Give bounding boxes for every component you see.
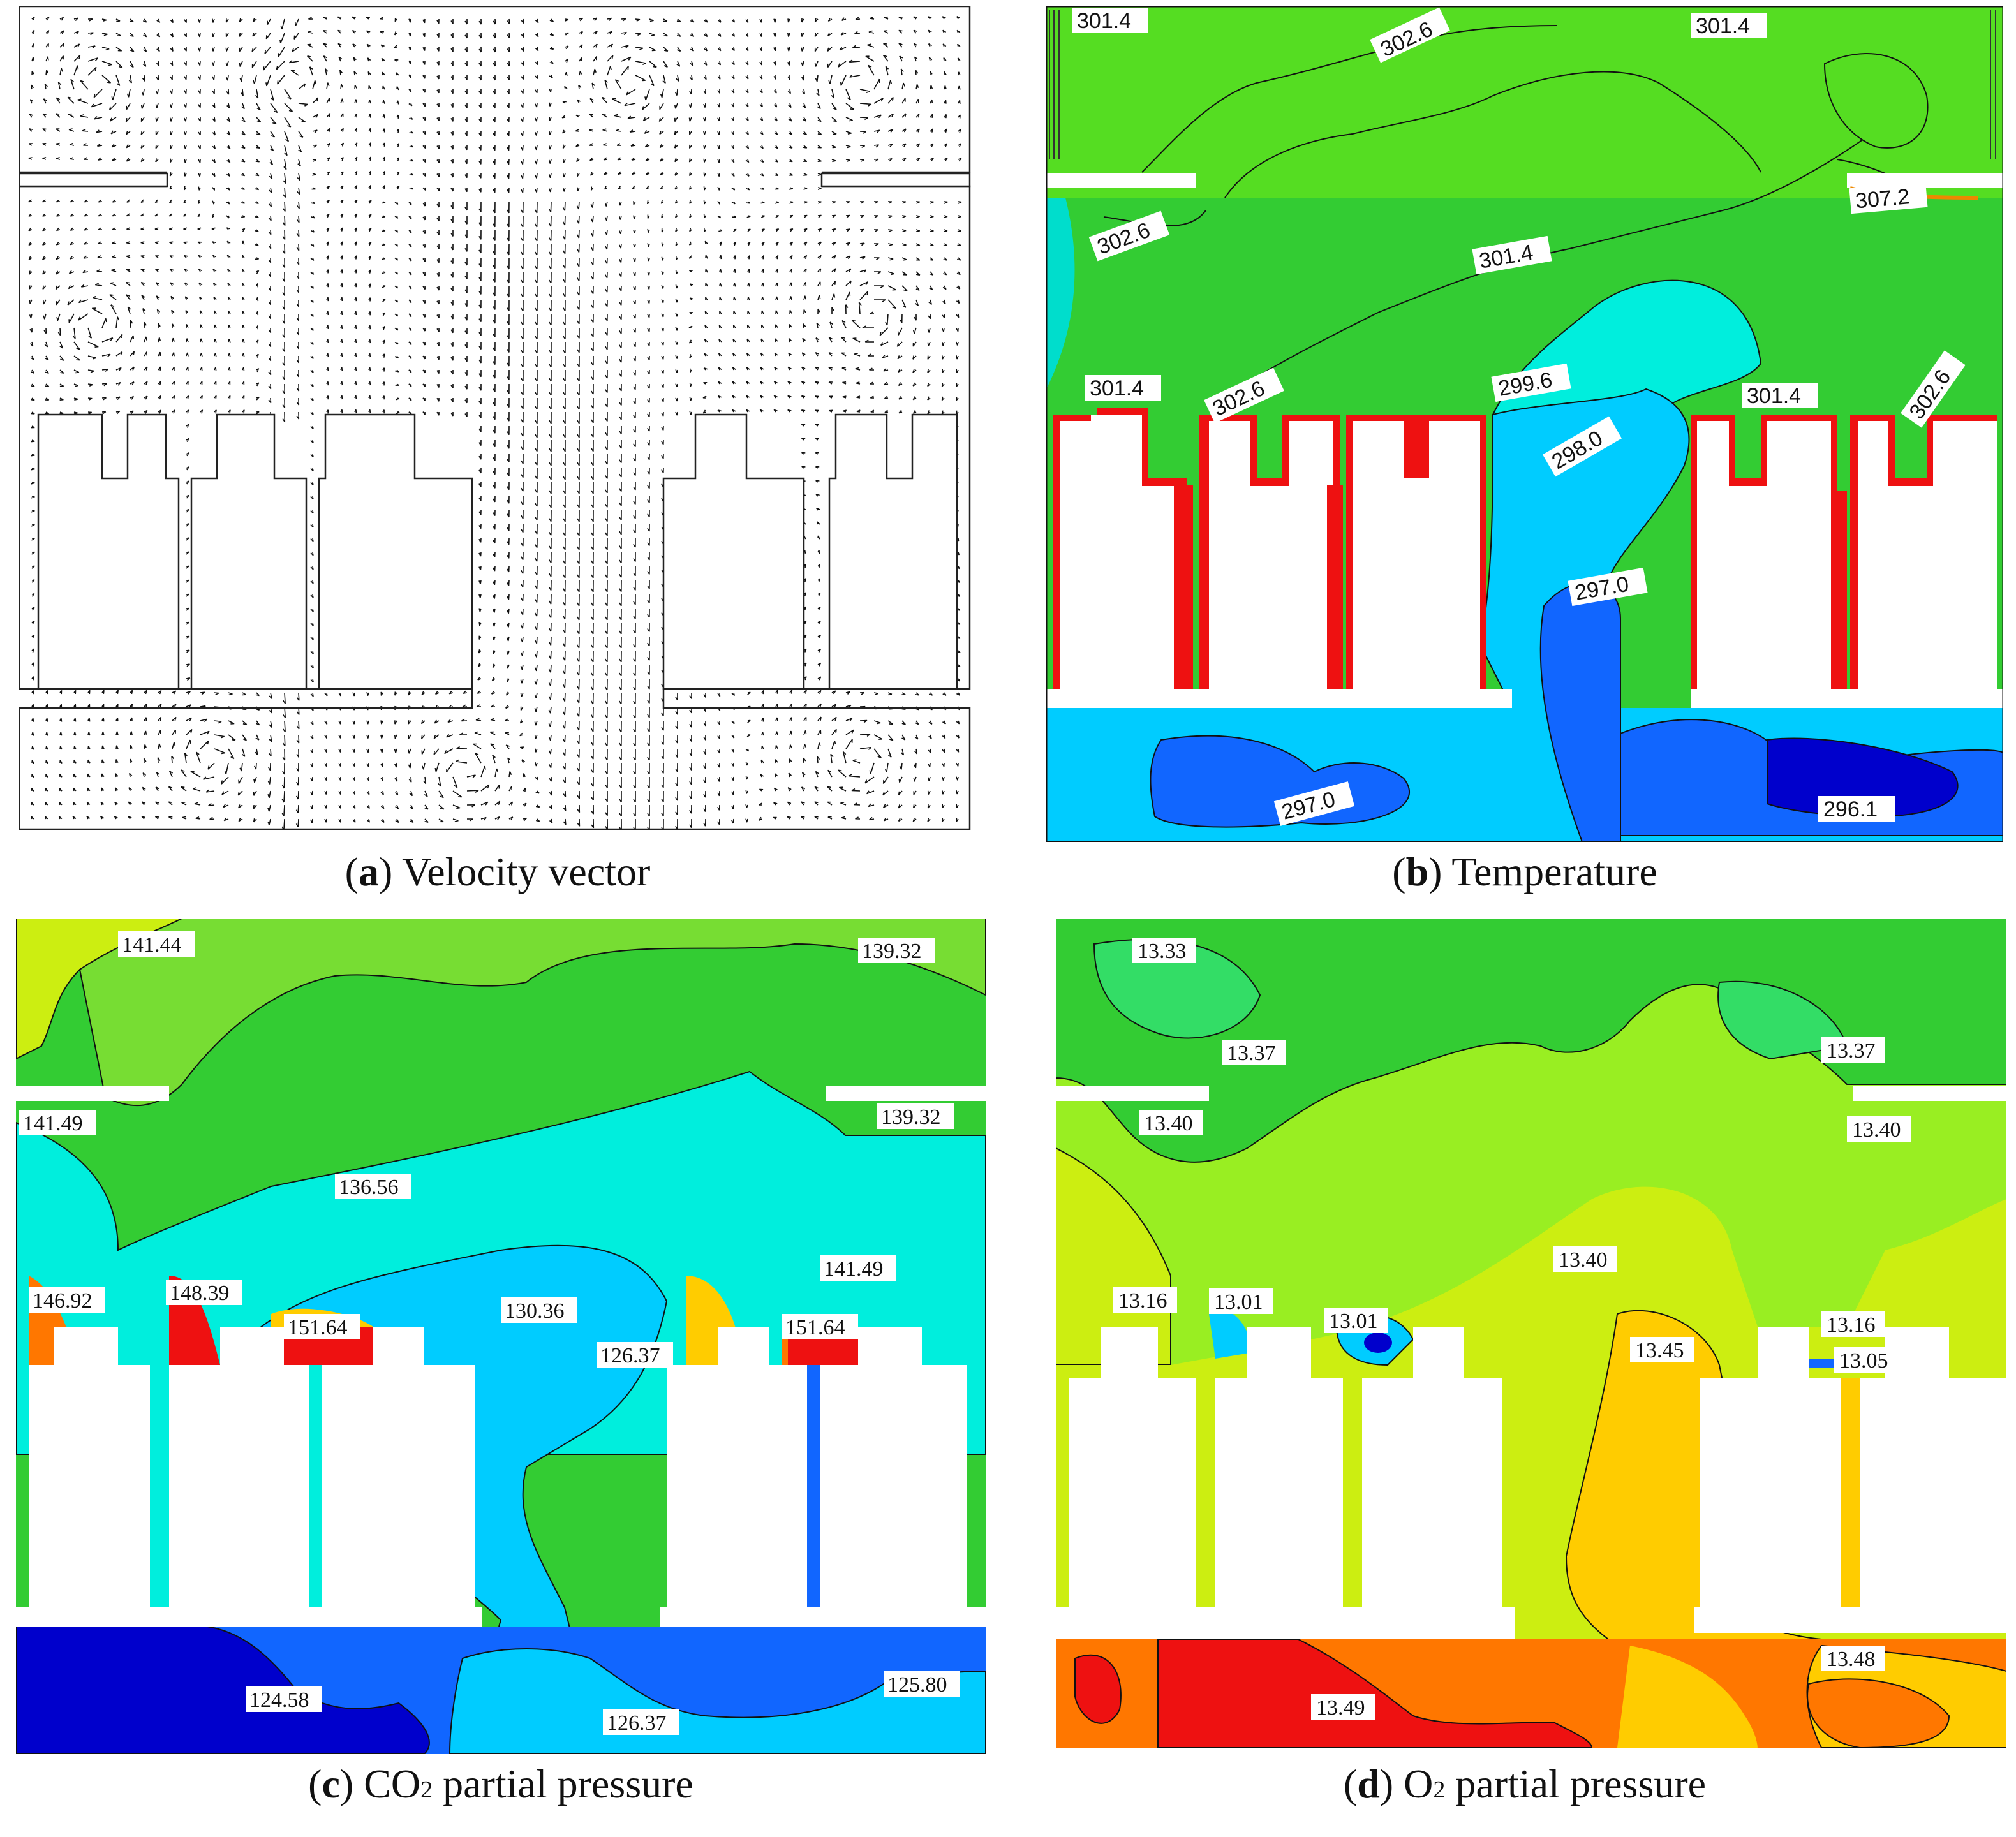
caption-b-letter: b (1405, 849, 1429, 894)
caption-a-letter: a (358, 849, 379, 894)
o2-label: 13.37 (1227, 1042, 1276, 1065)
co2-label: 126.37 (600, 1344, 660, 1368)
cabinet-blocks (37, 413, 958, 690)
co2-label: 126.37 (607, 1711, 667, 1735)
o2-labels: 13.33 13.37 13.37 13.40 13.40 13.16 13.0… (1113, 938, 1911, 1720)
caption-d: (d) O2 partial pressure (1343, 1761, 1707, 1806)
caption-b: (b) Temperature (1392, 849, 1657, 894)
co2-label: 139.32 (881, 1105, 941, 1129)
co2-label: 141.44 (122, 933, 182, 957)
o2-label: 13.37 (1827, 1039, 1876, 1063)
temp-label: 301.4 (1090, 376, 1144, 401)
caption-a-title: Velocity vector (402, 849, 651, 894)
velocity-arrows (28, 16, 962, 831)
panel-velocity-vector (19, 6, 976, 836)
co2-label: 141.49 (23, 1112, 83, 1135)
o2-label: 13.49 (1316, 1696, 1365, 1720)
o2-label: 13.40 (1559, 1248, 1608, 1272)
temp-label: 307.2 (1855, 184, 1911, 213)
co2-label: 139.32 (862, 940, 922, 963)
panel-co2-partial-pressure: 141.44 139.32 141.49 139.32 136.56 146.9… (16, 918, 986, 1754)
co2-labels: 141.44 139.32 141.49 139.32 136.56 146.9… (19, 931, 960, 1735)
co2-cabinets (29, 1327, 967, 1607)
o2-label: 13.45 (1635, 1339, 1684, 1362)
temp-label: 301.4 (1747, 384, 1801, 408)
co2-label: 146.92 (33, 1289, 93, 1313)
caption-c-title: CO (364, 1761, 421, 1806)
temp-label: 296.1 (1823, 797, 1878, 822)
co2-label: 130.36 (505, 1299, 565, 1323)
co2-contour-plot: 141.44 139.32 141.49 139.32 136.56 146.9… (16, 918, 986, 1754)
temperature-contour-plot: 301.4 302.6 301.4 307.2 302.6 301.4 299.… (1046, 6, 2003, 842)
panel-o2-partial-pressure: 13.33 13.37 13.37 13.40 13.40 13.16 13.0… (1056, 918, 2006, 1748)
caption-b-title: Temperature (1451, 849, 1657, 894)
temp-label: 301.4 (1077, 9, 1131, 33)
caption-d-title: O (1404, 1761, 1434, 1806)
velocity-arrow-field (28, 16, 962, 831)
co2-label: 151.64 (785, 1316, 845, 1339)
o2-label: 13.16 (1827, 1313, 1876, 1337)
temperature-cabinets (1053, 408, 1997, 689)
panel-temperature: 301.4 302.6 301.4 307.2 302.6 301.4 299.… (1046, 6, 2003, 842)
caption-c-letter: c (322, 1761, 340, 1806)
co2-label: 148.39 (170, 1281, 230, 1305)
caption-c: (c) CO2 partial pressure (308, 1761, 693, 1806)
o2-label: 13.40 (1144, 1112, 1193, 1135)
co2-label: 141.49 (824, 1257, 884, 1281)
co2-label: 136.56 (339, 1176, 399, 1199)
o2-label: 13.16 (1118, 1289, 1167, 1313)
caption-d-letter: d (1357, 1761, 1380, 1806)
temperature-labels: 301.4 302.6 301.4 307.2 302.6 301.4 299.… (1072, 7, 1966, 826)
co2-label: 124.58 (249, 1688, 309, 1712)
o2-label: 13.01 (1214, 1290, 1263, 1314)
co2-label: 125.80 (887, 1673, 947, 1697)
caption-a: (a) Velocity vector (345, 849, 651, 894)
co2-label: 151.64 (288, 1316, 348, 1339)
o2-label: 13.40 (1852, 1118, 1901, 1142)
o2-cabinets (1069, 1327, 2006, 1607)
o2-contour-plot: 13.33 13.37 13.37 13.40 13.40 13.16 13.0… (1056, 918, 2006, 1748)
o2-label: 13.33 (1138, 940, 1187, 963)
temp-label: 301.4 (1696, 14, 1750, 38)
o2-label: 13.05 (1839, 1349, 1888, 1373)
o2-label: 13.48 (1827, 1648, 1876, 1671)
o2-label: 13.01 (1329, 1310, 1378, 1333)
velocity-vector-plot (19, 6, 971, 831)
